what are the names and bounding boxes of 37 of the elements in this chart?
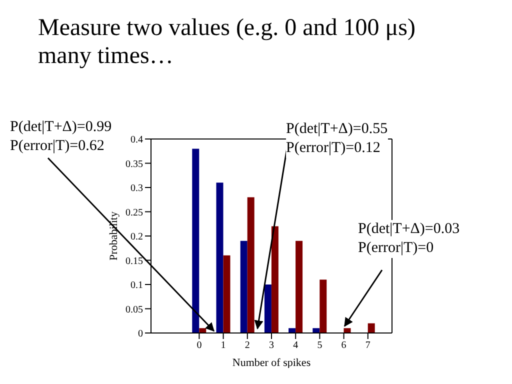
x-axis-title: Number of spikes bbox=[232, 357, 311, 369]
annotation: P(det|T+Δ)=0.55 P(error|T)=0.12 bbox=[286, 120, 388, 158]
bar bbox=[288, 328, 296, 333]
x-tick-label: 2 bbox=[244, 340, 250, 352]
bar bbox=[320, 280, 327, 333]
bar bbox=[247, 197, 254, 333]
x-tick-label: 5 bbox=[317, 340, 322, 352]
bar bbox=[312, 328, 320, 333]
y-tick-label: 0.3 bbox=[130, 183, 143, 194]
y-tick-label: 0 bbox=[138, 328, 143, 340]
y-tick-label: 0.2 bbox=[130, 232, 143, 243]
y-tick-label: 0.35 bbox=[126, 158, 143, 170]
y-tick-label: 0.1 bbox=[130, 280, 143, 292]
y-axis-title: Probability bbox=[108, 211, 120, 260]
y-tick-label: 0.15 bbox=[126, 256, 143, 267]
bar bbox=[199, 328, 206, 333]
x-tick-label: 7 bbox=[365, 340, 370, 352]
bar bbox=[192, 148, 200, 333]
bar bbox=[223, 255, 230, 333]
x-tick-label: 3 bbox=[269, 340, 274, 352]
x-tick-label: 4 bbox=[293, 340, 298, 352]
x-tick-label: 1 bbox=[220, 340, 226, 352]
annotation: P(det|T+Δ)=0.03 P(error|T)=0 bbox=[358, 220, 460, 258]
bar bbox=[264, 284, 272, 333]
bar bbox=[368, 323, 375, 333]
chart-title: Measure two values (e.g. 0 and 100 μs) many times… bbox=[38, 14, 416, 70]
annotation: P(det|T+Δ)=0.99 P(error|T)=0.62 bbox=[10, 118, 112, 156]
bar bbox=[240, 240, 248, 333]
x-tick-label: 0 bbox=[196, 340, 202, 352]
bar bbox=[271, 226, 278, 333]
bar bbox=[216, 182, 224, 333]
bar bbox=[296, 240, 303, 333]
bar bbox=[344, 328, 351, 333]
x-tick-label: 6 bbox=[341, 340, 346, 352]
y-tick-label: 0.05 bbox=[126, 304, 143, 316]
y-tick-label: 0.25 bbox=[126, 207, 143, 218]
y-tick-label: 0.4 bbox=[130, 134, 143, 146]
